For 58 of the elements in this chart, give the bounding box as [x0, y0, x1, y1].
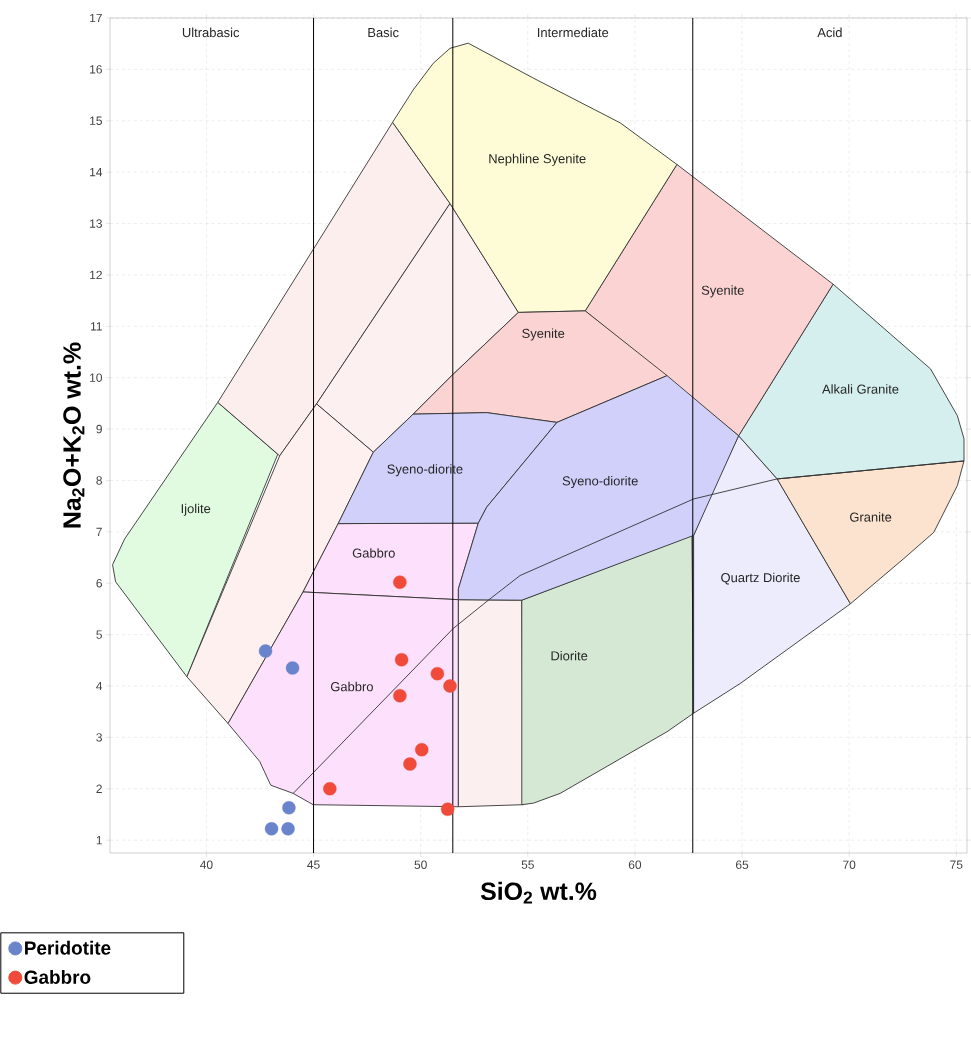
point — [393, 575, 407, 589]
annotation: Ultrabasic — [182, 27, 240, 38]
annotation: Gabbro — [352, 548, 395, 558]
annotation: Basic — [368, 27, 399, 38]
legend-label: Gabbro — [24, 970, 91, 984]
annotation: Gabbro — [330, 681, 373, 692]
annotation: Syenite — [522, 328, 565, 341]
point — [393, 689, 407, 703]
x-tick-label: 65 — [736, 860, 749, 869]
annotation: Ijolite — [181, 503, 211, 516]
y-tick-label: 8 — [96, 476, 102, 485]
point — [264, 822, 279, 836]
x-tick-label: 50 — [414, 860, 427, 869]
y-tick-label: 9 — [96, 424, 102, 434]
annotation: Granite — [850, 512, 892, 522]
annotation: Intermediate — [537, 27, 609, 38]
y-tick-label: 2 — [96, 784, 102, 793]
point — [281, 822, 295, 836]
point — [285, 661, 300, 675]
y-tick-label: 6 — [96, 579, 102, 588]
point — [323, 782, 337, 796]
y-tick-label: 17 — [90, 13, 102, 23]
x-tick-label: 40 — [200, 860, 213, 869]
legend-label: Peridotite — [25, 940, 111, 955]
annotation: Nephline Syenite — [489, 153, 586, 166]
point — [440, 802, 455, 817]
annotation: Syenite — [701, 285, 744, 298]
y-tick-label: 5 — [96, 630, 102, 639]
y-tick-label: 7 — [96, 527, 102, 536]
y-tick-label: 4 — [96, 681, 103, 691]
y-tick-label: 15 — [90, 116, 102, 125]
x-tick-label: 55 — [521, 860, 534, 869]
point — [282, 801, 296, 815]
y-tick-label: 3 — [96, 733, 102, 742]
y-tick-label: 16 — [90, 65, 102, 74]
point — [443, 679, 457, 693]
annotation: Quartz Diorite — [721, 572, 800, 585]
x-tick-label: 75 — [950, 860, 963, 869]
x-tick-label: 70 — [843, 860, 856, 869]
y-axis-title: Na$_{2}$O+K$_{2}$O wt.% — [63, 342, 85, 528]
y-tick-label: 12 — [90, 270, 102, 280]
x-tick-label: 45 — [307, 860, 320, 869]
x-tick-label: 60 — [628, 860, 642, 869]
x-axis-title: SiO$_{2}$ wt.% — [480, 881, 597, 904]
annotation: Acid — [817, 27, 842, 38]
y-tick-label: 13 — [90, 219, 102, 228]
annotation: Alkali Granite — [822, 384, 899, 394]
point — [403, 757, 417, 771]
annotation: Syeno-diorite — [562, 475, 638, 489]
y-tick-label: 11 — [90, 322, 102, 331]
y-tick-label: 14 — [90, 168, 103, 177]
point — [394, 653, 409, 667]
y-tick-label: 10 — [90, 373, 103, 382]
y-tick-label: 1 — [96, 836, 102, 845]
annotation: Diorite — [551, 650, 588, 661]
point — [430, 666, 445, 681]
point — [415, 743, 429, 757]
point — [258, 644, 273, 658]
